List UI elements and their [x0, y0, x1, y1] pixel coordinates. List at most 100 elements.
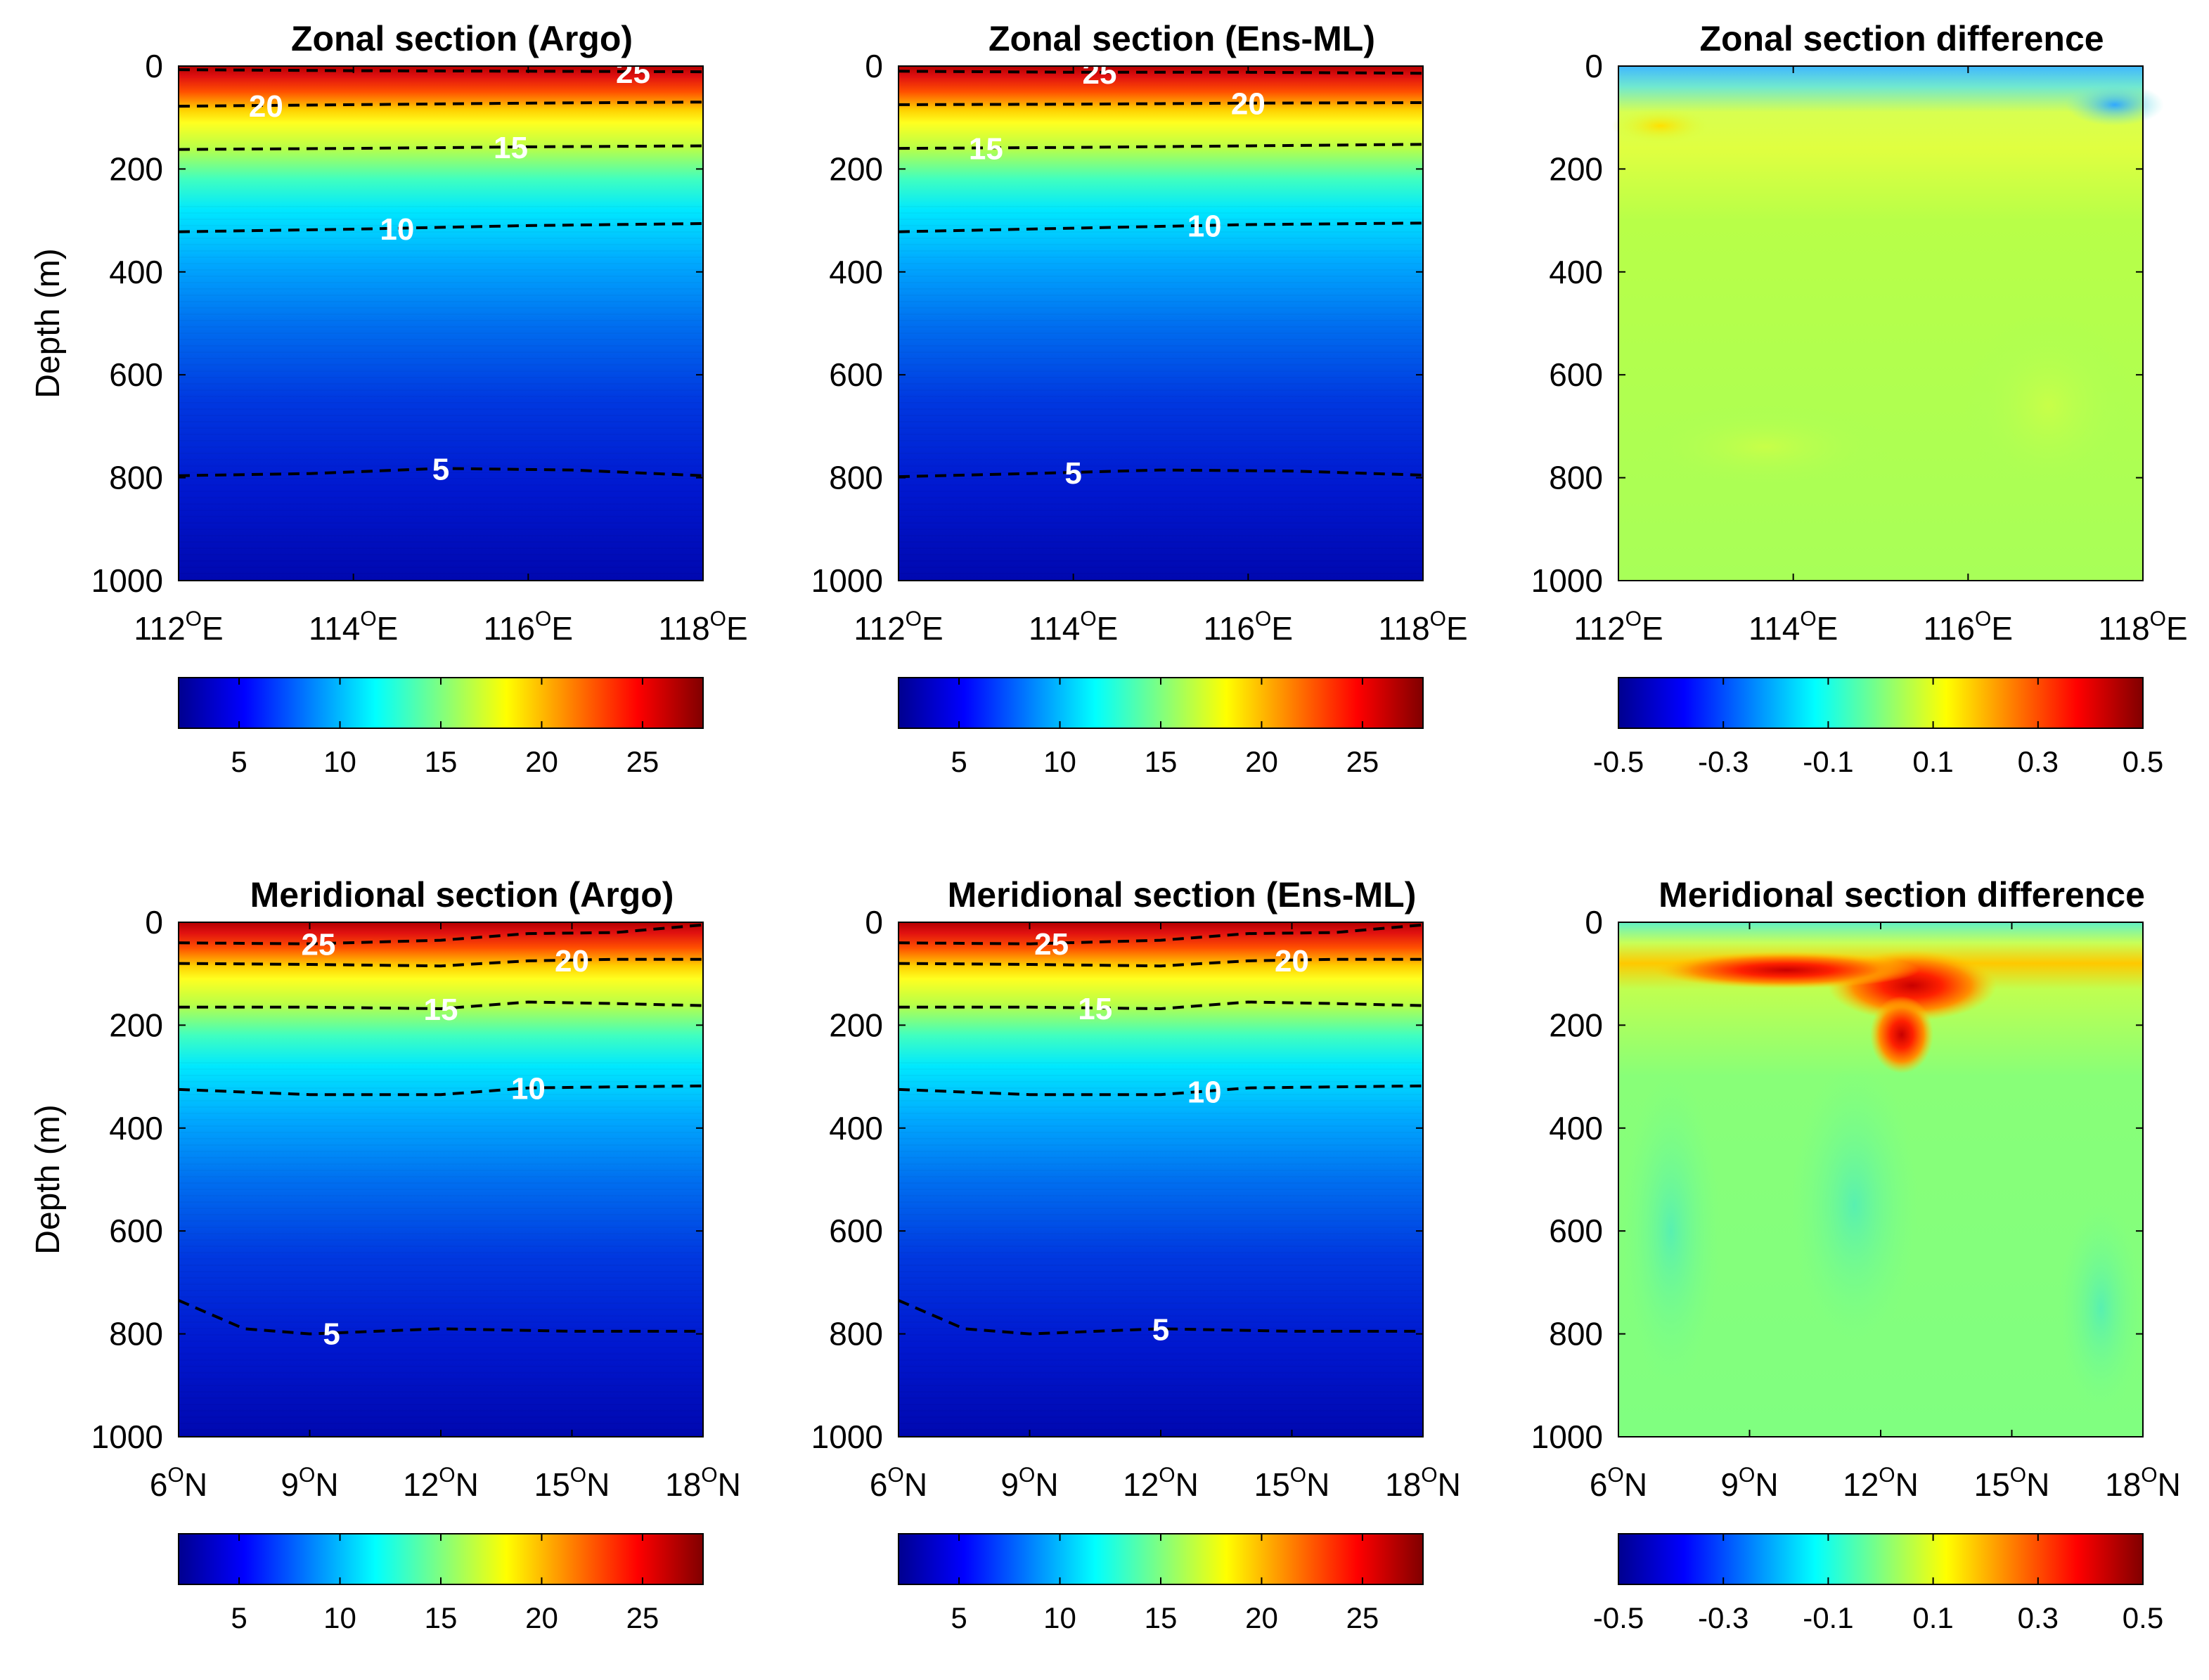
y-tick-label: 1000 [811, 1419, 883, 1455]
contour-label: 25 [1082, 56, 1116, 91]
colorbar-tick-label: 10 [323, 745, 356, 778]
x-tick-label: 12ON [1843, 1463, 1919, 1503]
panel-title: Zonal section (Argo) [291, 19, 633, 58]
contour-label: 10 [1187, 209, 1222, 244]
y-tick-label: 600 [1549, 356, 1603, 393]
colorbar-tick-label: 10 [1043, 1601, 1076, 1634]
colorbar-tick-label: 0.5 [2123, 745, 2163, 778]
contour-label: 20 [1231, 87, 1265, 122]
contour-label: 10 [1187, 1075, 1222, 1109]
x-tick-label: 116OE [484, 607, 573, 647]
y-tick-label: 1000 [91, 562, 163, 599]
y-tick-label: 800 [109, 1316, 163, 1352]
contour-label: 20 [249, 89, 283, 124]
x-tick-label: 116OE [1204, 607, 1293, 647]
colorbar-tick-label: 20 [525, 745, 558, 778]
x-tick-label: 118OE [1378, 607, 1467, 647]
panel-6: 0 200 400 600 800 1000 6ON 9ON 12ON 15ON 18ON Merid… [1531, 875, 2181, 1634]
x-tick-label: 112OE [1573, 607, 1663, 647]
diff-cool-patch [2066, 84, 2164, 126]
y-tick-label: 600 [109, 356, 163, 393]
y-tick-label: 800 [1549, 460, 1603, 496]
contour-label: 15 [1078, 992, 1112, 1026]
y-tick-label: 800 [109, 460, 163, 496]
panel-4: 25 20 15 10 5 0 200 400 600 800 1000 6ON 9ON 12ON 15ON… [30, 875, 741, 1634]
y-tick-label: 800 [829, 460, 883, 496]
contour-label: 15 [424, 993, 458, 1027]
colorbar [1618, 677, 2144, 729]
colorbar [178, 1533, 704, 1585]
x-tick-label: 114OE [1029, 607, 1118, 647]
y-tick-label: 600 [1549, 1213, 1603, 1249]
y-tick-label: 1000 [811, 562, 883, 599]
y-tick-label: 200 [109, 1007, 163, 1043]
colorbar-tick-label: -0.3 [1698, 1601, 1748, 1634]
contour-label: 25 [616, 56, 650, 90]
colorbar-tick-label: -0.1 [1803, 1601, 1853, 1634]
x-tick-label: 15ON [1254, 1463, 1330, 1503]
y-tick-label: 200 [1549, 1007, 1603, 1043]
colorbar-tick-label: 15 [425, 1601, 458, 1634]
contour-10 [898, 221, 1424, 233]
contour-label: 5 [432, 452, 449, 486]
colorbar-tick-label: 25 [626, 1601, 659, 1634]
panel-title: Meridional section (Ens-ML) [948, 875, 1417, 915]
y-axis-label: Depth (m) [30, 1104, 67, 1254]
x-tick-label: 118OE [658, 607, 747, 647]
colorbar-tick-label: -0.5 [1593, 1601, 1644, 1634]
x-tick-label: 9ON [1720, 1463, 1778, 1503]
colorbar-tick-label: 5 [231, 1601, 247, 1634]
diff-hot-patch [1652, 952, 1920, 988]
contour-label: 5 [323, 1317, 340, 1351]
x-tick-label: 112OE [134, 607, 223, 647]
colorbar-tick-label: 20 [525, 1601, 558, 1634]
colorbar-tick-label: 20 [1245, 1601, 1278, 1634]
colorbar-tick-label: 5 [951, 745, 967, 778]
x-tick-label: 12ON [1123, 1463, 1199, 1503]
colorbar-tick-label: 25 [1346, 745, 1379, 778]
contour-5 [178, 1299, 703, 1336]
y-tick-label: 0 [865, 904, 883, 941]
contour-label: 25 [301, 927, 335, 962]
y-axis-label: Depth (m) [30, 248, 67, 398]
x-tick-label: 9ON [1000, 1463, 1058, 1503]
x-tick-label: 18ON [1385, 1463, 1461, 1503]
contour-label: 15 [494, 131, 528, 165]
colorbar-tick-label: 0.3 [2018, 745, 2059, 778]
y-tick-label: 1000 [1531, 1419, 1603, 1455]
colorbar-tick-label: 25 [1346, 1601, 1379, 1634]
x-tick-label: 114OE [309, 607, 398, 647]
y-tick-label: 600 [829, 356, 883, 393]
y-tick-label: 200 [1549, 150, 1603, 187]
x-tick-label: 18ON [2105, 1463, 2181, 1503]
y-tick-label: 0 [865, 48, 883, 84]
panel-title: Zonal section (Ens-ML) [988, 19, 1375, 58]
colorbar-tick-label: 5 [951, 1601, 967, 1634]
contour-25 [178, 68, 704, 74]
panel-5: 25 20 15 10 5 0 200 400 600 800 1000 6ON 9ON 12ON 15ON… [811, 875, 1461, 1634]
colorbar-tick-label: 0.1 [1912, 745, 1953, 778]
panel-3: 0 200 400 600 800 1000 112OE 114OE 116OE 118OE Zon… [1531, 19, 2188, 778]
y-tick-label: 400 [829, 254, 883, 290]
panel-2: 25 20 15 10 5 0 200 400 600 800 1000 112OE 114OE 116O… [811, 19, 1468, 778]
colorbar-tick-label: -0.3 [1698, 745, 1748, 778]
contour-10 [178, 222, 704, 233]
x-tick-label: 12ON [403, 1463, 479, 1503]
colorbar-tick-label: 15 [1145, 1601, 1178, 1634]
contour-25 [898, 70, 1424, 75]
y-tick-label: 400 [1549, 1110, 1603, 1146]
y-tick-label: 1000 [1531, 562, 1603, 599]
colorbar-tick-label: 0.3 [2018, 1601, 2059, 1634]
colorbar-tick-label: -0.1 [1803, 745, 1853, 778]
y-tick-label: 200 [829, 1007, 883, 1043]
contour-label: 5 [1064, 456, 1081, 491]
diff-blob [1638, 404, 1892, 489]
x-tick-label: 15ON [534, 1463, 610, 1503]
y-tick-label: 600 [109, 1213, 163, 1249]
panel-title: Meridional section difference [1659, 875, 2145, 915]
y-tick-label: 200 [829, 150, 883, 187]
colorbar-tick-label: 10 [1043, 745, 1076, 778]
contour-label: 10 [511, 1072, 546, 1106]
contour-label: 5 [1152, 1312, 1169, 1347]
